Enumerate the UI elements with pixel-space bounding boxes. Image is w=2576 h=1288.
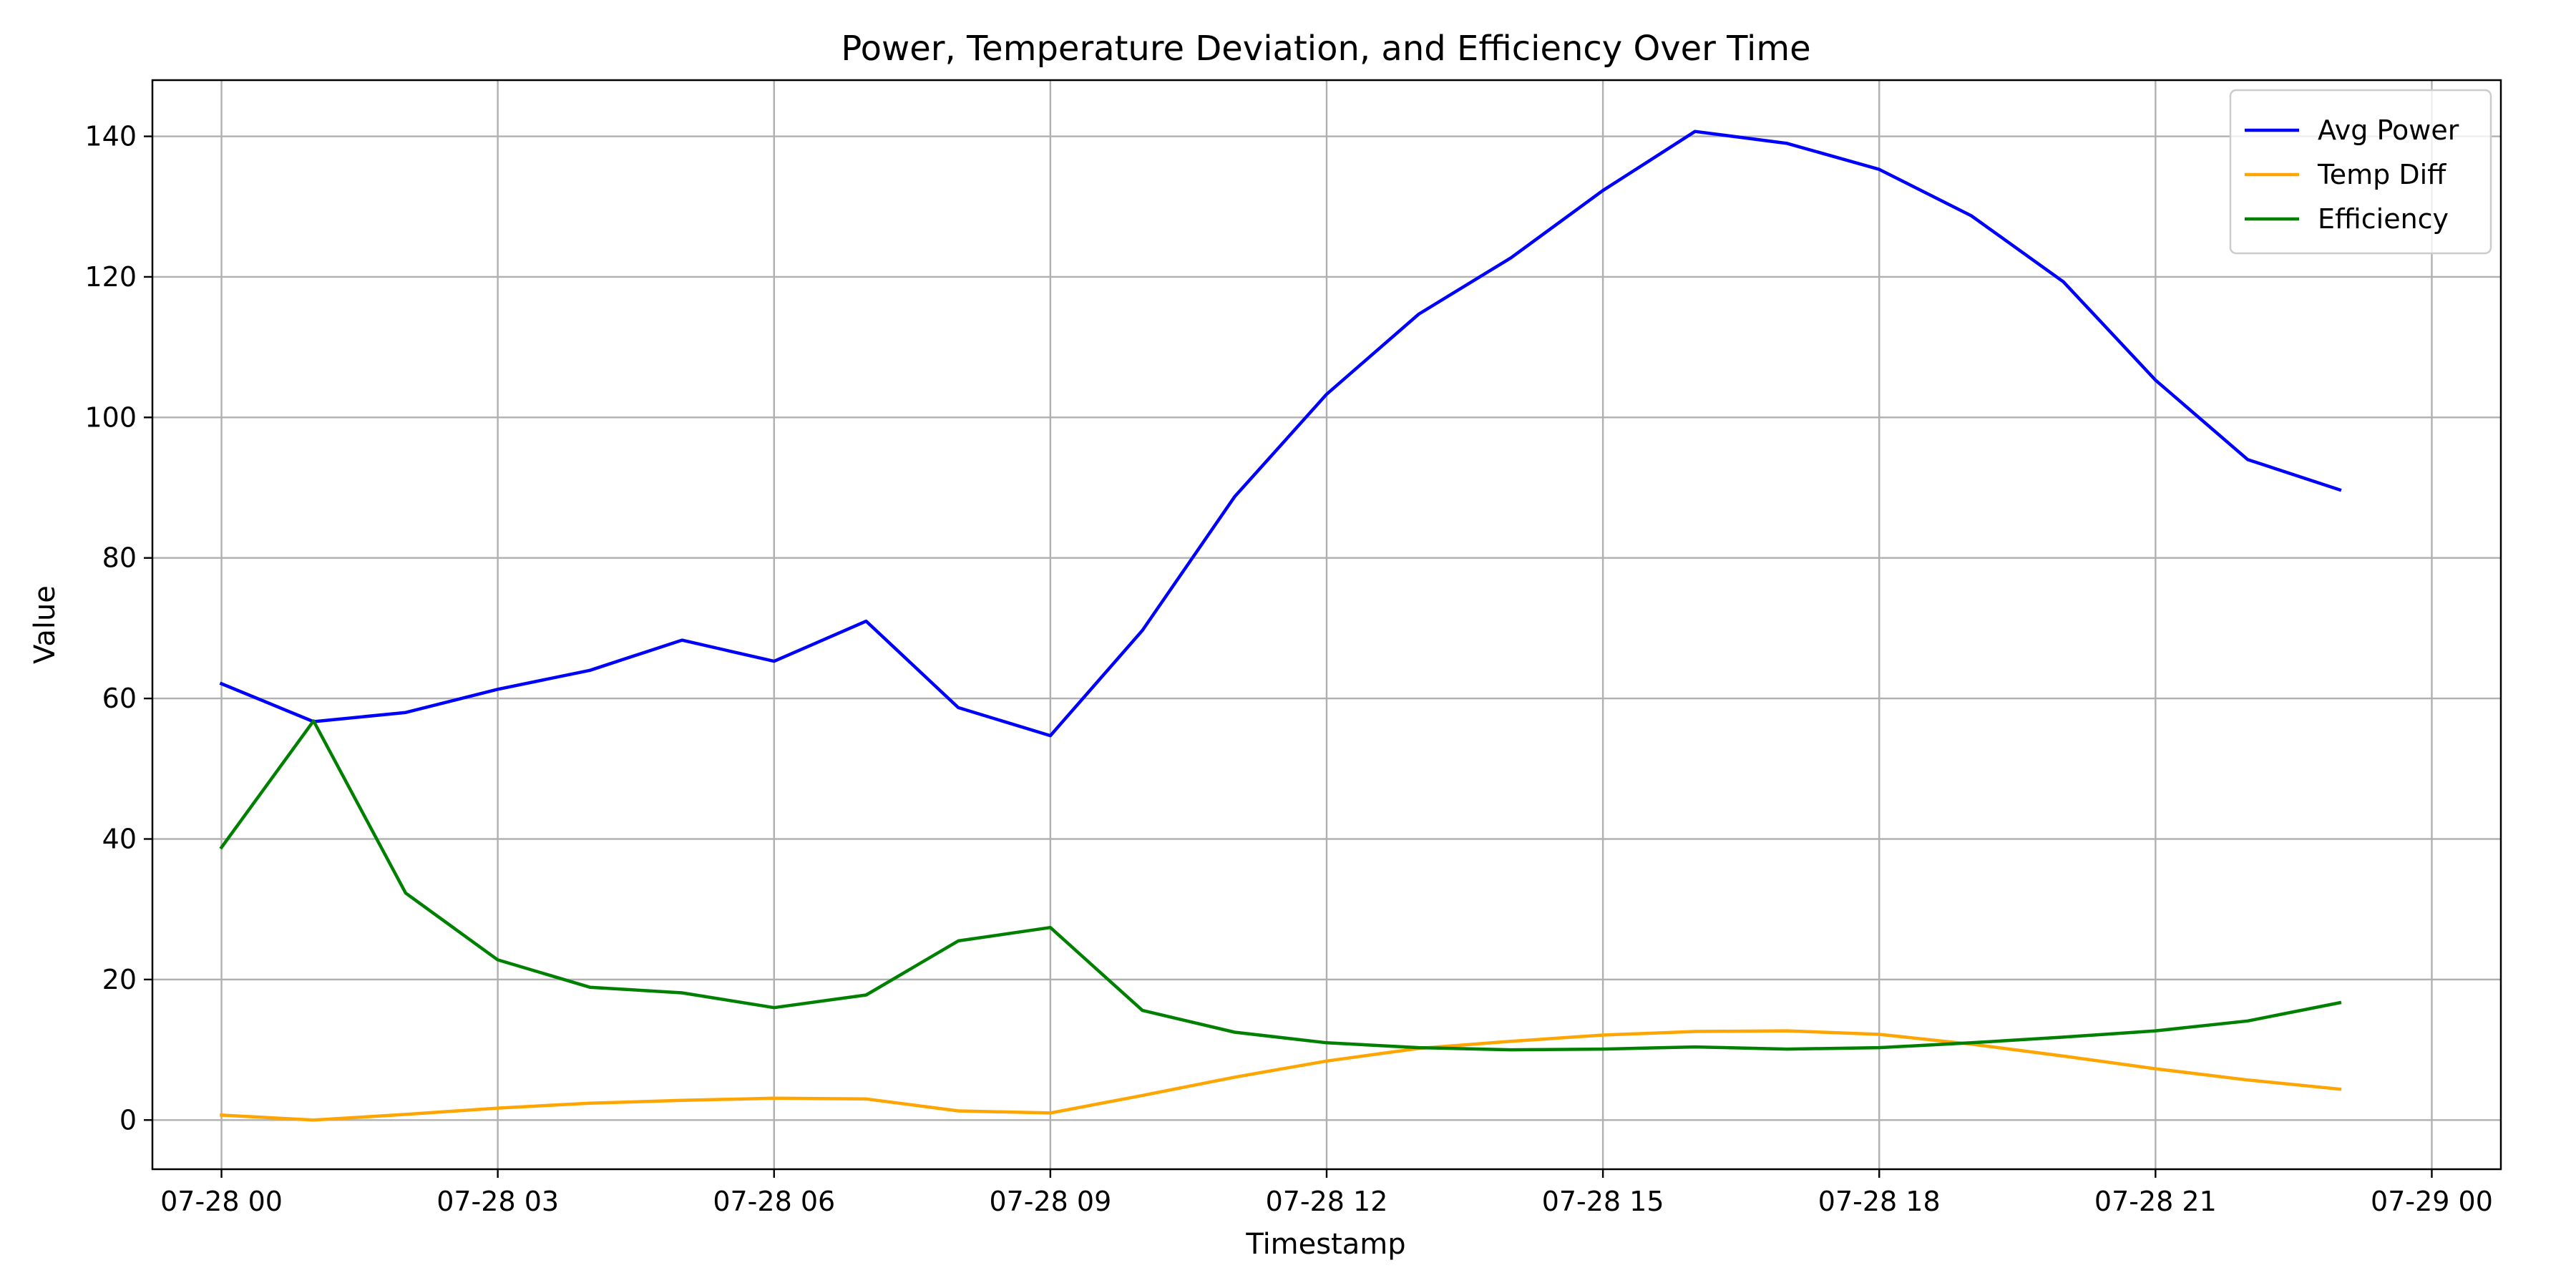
legend-label-efficiency: Efficiency xyxy=(2318,203,2449,235)
y-tick-label: 120 xyxy=(84,261,137,293)
legend-label-avg-power: Avg Power xyxy=(2318,114,2459,146)
y-tick-label: 80 xyxy=(102,542,137,574)
x-tick-label: 07-28 06 xyxy=(713,1186,835,1217)
x-tick-label: 07-28 00 xyxy=(160,1186,283,1217)
x-tick-label: 07-28 21 xyxy=(2094,1186,2217,1217)
y-tick-label: 100 xyxy=(84,401,137,433)
y-axis-ticks: 0 20 40 60 80 100 120 140 xyxy=(84,121,152,1136)
x-tick-label: 07-28 15 xyxy=(1542,1186,1664,1217)
x-tick-label: 07-28 03 xyxy=(436,1186,559,1217)
series-line-avg-power xyxy=(219,130,2342,738)
series-line-temp-diff xyxy=(220,1029,2342,1122)
y-axis-label: Value xyxy=(29,585,62,664)
series-lines xyxy=(219,130,2342,1122)
grid-lines xyxy=(152,80,2501,1169)
x-axis-label: Timestamp xyxy=(1245,1228,1405,1261)
legend-label-temp-diff: Temp Diff xyxy=(2317,159,2446,190)
x-tick-label: 07-29 00 xyxy=(2371,1186,2493,1217)
y-tick-label: 40 xyxy=(102,823,137,854)
y-tick-label: 140 xyxy=(84,121,137,152)
series-line-efficiency xyxy=(219,719,2342,1052)
y-tick-label: 0 xyxy=(119,1104,137,1136)
chart-title: Power, Temperature Deviation, and Effici… xyxy=(841,29,1810,69)
x-tick-label: 07-28 09 xyxy=(989,1186,1111,1217)
legend: Avg Power Temp Diff Efficiency xyxy=(2229,89,2492,255)
x-axis-ticks: 07-28 00 07-28 03 07-28 06 07-28 09 07-28 12… xyxy=(160,1169,2493,1217)
x-tick-label: 07-28 12 xyxy=(1266,1186,1388,1217)
y-tick-label: 20 xyxy=(102,964,137,995)
y-tick-label: 60 xyxy=(102,683,137,714)
x-tick-label: 07-28 18 xyxy=(1818,1186,1941,1217)
